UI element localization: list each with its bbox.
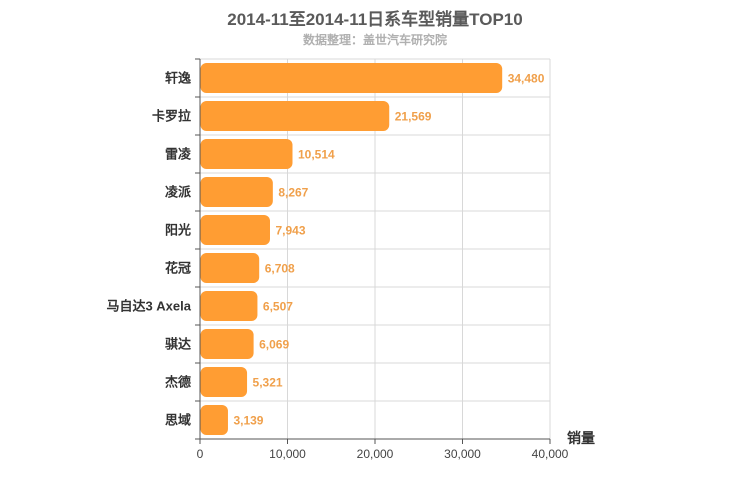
category-label: 思域: [165, 413, 191, 428]
chart-title: 2014-11至2014-11日系车型销量TOP10: [227, 10, 523, 29]
category-label: 雷凌: [165, 147, 192, 162]
value-label: 5,321: [253, 376, 283, 390]
bar: [200, 63, 503, 93]
bar: [200, 367, 248, 397]
value-label: 21,569: [395, 110, 432, 124]
value-label: 3,139: [233, 414, 263, 428]
chart-subtitle: 数据整理：盖世汽车研究院: [302, 33, 447, 47]
category-label: 卡罗拉: [152, 109, 191, 124]
bars: 34,480 21,569 10,514 8,267 7,943 6,708 6,507 6,…: [200, 63, 545, 435]
category-label: 轩逸: [165, 71, 191, 86]
x-tick-label: 10,000: [269, 447, 306, 461]
bar: [200, 177, 273, 207]
category-label: 杰德: [165, 375, 191, 390]
value-label: 34,480: [508, 72, 545, 86]
bar: [200, 405, 228, 435]
bar: [200, 253, 260, 283]
x-tick-label: 0: [197, 447, 204, 461]
category-label: 马自达3 Axela: [106, 299, 191, 314]
category-label: 骐达: [165, 337, 191, 352]
value-label: 6,708: [265, 262, 295, 276]
x-axis-title: 销量: [567, 430, 595, 446]
value-label: 7,943: [276, 224, 306, 238]
bar: [200, 329, 254, 359]
category-label: 凌派: [165, 185, 192, 200]
category-label: 阳光: [165, 223, 191, 238]
x-tick-label: 30,000: [444, 447, 481, 461]
bar: [200, 215, 271, 245]
value-label: 6,507: [263, 300, 293, 314]
x-tick-label: 40,000: [532, 447, 569, 461]
bar: [200, 291, 258, 321]
category-label: 花冠: [165, 261, 191, 276]
bar: [200, 101, 390, 131]
value-label: 6,069: [259, 338, 289, 352]
x-tick-label: 20,000: [357, 447, 394, 461]
bar: [200, 139, 293, 169]
value-label: 8,267: [278, 186, 308, 200]
value-label: 10,514: [298, 148, 335, 162]
